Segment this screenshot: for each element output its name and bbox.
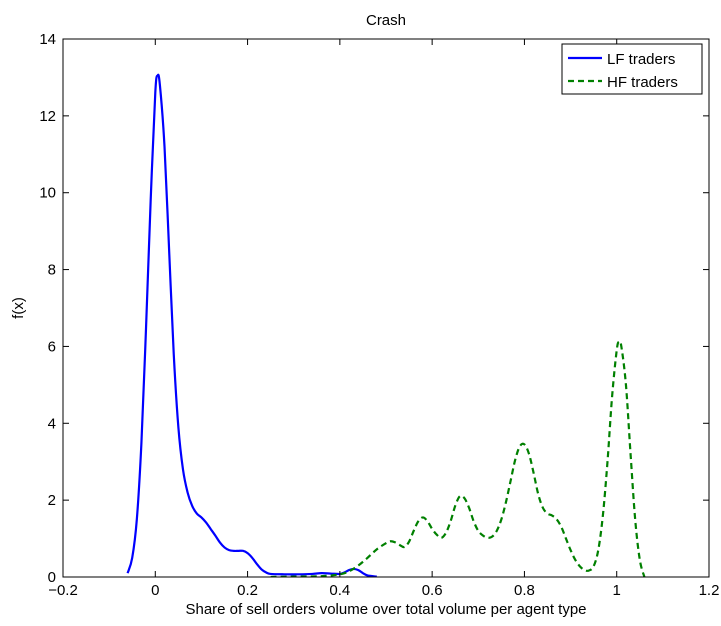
x-axis-label: Share of sell orders volume over total v… <box>185 601 586 618</box>
y-tick-label: 12 <box>39 108 56 125</box>
y-tick-label: 8 <box>48 262 56 279</box>
legend-label-lf-traders: LF traders <box>607 51 675 68</box>
y-tick-label: 2 <box>48 492 56 509</box>
x-tick-label: 1 <box>613 582 621 599</box>
x-tick-label: 0.2 <box>237 582 258 599</box>
legend-box <box>561 43 703 95</box>
series-line-lf-traders <box>126 73 377 577</box>
y-tick-label: 10 <box>39 185 56 202</box>
x-tick-label: 0.4 <box>329 582 350 599</box>
plot-area-background <box>63 39 709 577</box>
x-tick-label: −0.2 <box>48 582 78 599</box>
x-tick-label: 0.8 <box>514 582 535 599</box>
y-tick-label: 14 <box>39 31 56 48</box>
series-line-hf-traders <box>270 340 646 577</box>
plot-area-frame <box>62 38 710 578</box>
legend: LF traders HF traders <box>561 43 703 95</box>
x-tick-label: 0 <box>151 582 159 599</box>
series-layer <box>126 73 646 577</box>
x-tick-label: 1.2 <box>699 582 720 599</box>
chart-title: Crash <box>366 12 406 29</box>
legend-label-hf-traders: HF traders <box>607 74 678 91</box>
y-tick-label: 4 <box>48 415 56 432</box>
y-axis-label: f(x) <box>10 297 27 319</box>
y-tick-label: 6 <box>48 338 56 355</box>
x-tick-label: 0.6 <box>422 582 443 599</box>
y-tick-label: 0 <box>48 569 56 586</box>
